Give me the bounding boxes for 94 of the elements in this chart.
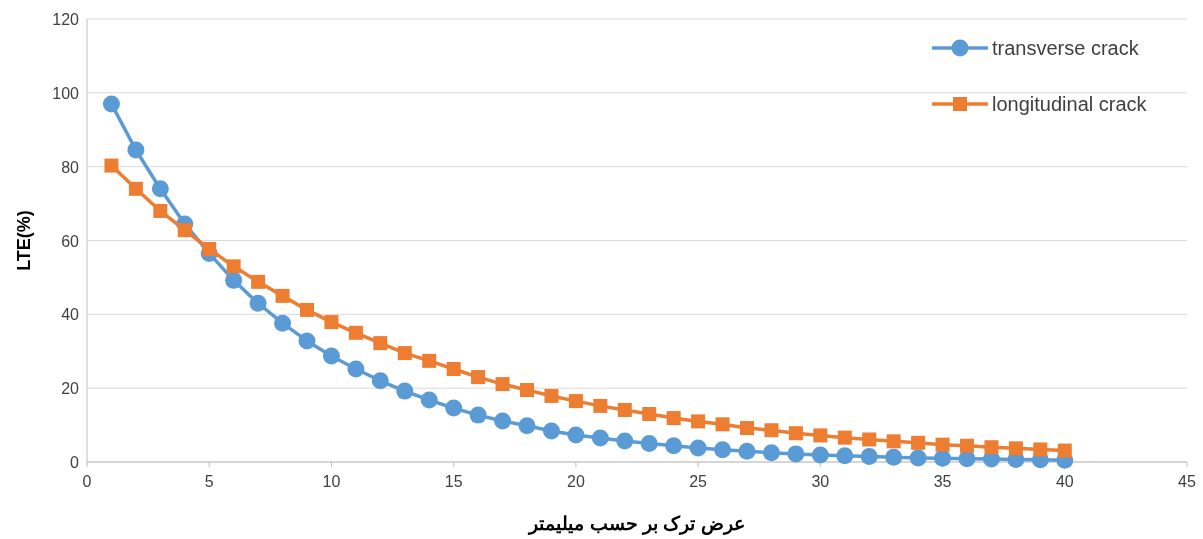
point: [593, 398, 608, 413]
y-tick-label: 0: [70, 454, 80, 471]
point: [837, 430, 852, 445]
point: [494, 412, 512, 430]
y-tick-label: 20: [61, 380, 80, 398]
point: [1033, 442, 1048, 457]
y-tick-label: 40: [61, 306, 80, 324]
point: [689, 439, 707, 457]
x-tick-label: 30: [811, 473, 830, 490]
point: [422, 353, 437, 368]
point: [740, 421, 754, 436]
point: [568, 394, 583, 409]
x-tick-label: 5: [204, 473, 214, 490]
x-tick-label: 45: [1178, 473, 1196, 490]
point: [396, 382, 414, 400]
point: [738, 442, 756, 460]
point: [836, 447, 854, 465]
point: [347, 360, 365, 378]
point: [984, 440, 999, 455]
point: [104, 158, 119, 173]
legend-label: transverse crack: [992, 37, 1140, 59]
point: [471, 370, 486, 385]
point: [811, 446, 829, 464]
point: [640, 435, 658, 453]
y-axis-title: LTE(%): [14, 210, 34, 271]
x-tick-label: 10: [322, 473, 341, 490]
point: [642, 407, 657, 422]
y-tick-label: 100: [52, 84, 80, 102]
point: [714, 441, 732, 459]
point: [591, 429, 609, 447]
point: [544, 388, 559, 403]
point: [373, 336, 388, 351]
point: [813, 428, 828, 443]
point: [445, 399, 463, 417]
x-tick-label: 40: [1055, 473, 1074, 490]
point: [420, 391, 438, 409]
y-tick-label: 80: [61, 158, 80, 176]
point: [249, 294, 267, 312]
point: [542, 422, 560, 440]
legend-label: longitudinal crack: [992, 93, 1148, 115]
point: [909, 449, 927, 467]
point: [226, 259, 241, 274]
x-tick-label: 25: [689, 473, 708, 490]
y-tick-label: 120: [52, 11, 80, 28]
point: [274, 314, 292, 332]
point: [298, 332, 316, 350]
x-tick-label: 20: [566, 473, 585, 490]
point: [960, 438, 974, 453]
point: [127, 141, 145, 159]
point: [787, 445, 805, 463]
y-tick-label: 60: [61, 232, 80, 250]
point: [518, 417, 536, 435]
x-tick-label: 0: [82, 473, 92, 490]
x-axis-title: عرض ترک بر حسب میلیمتر: [527, 513, 745, 535]
point: [1008, 441, 1023, 456]
point: [911, 435, 926, 450]
point: [446, 361, 461, 376]
point: [934, 449, 952, 467]
point: [128, 181, 143, 196]
point: [935, 437, 950, 452]
point: [324, 315, 339, 330]
point: [665, 437, 683, 455]
point: [886, 434, 901, 449]
point: [153, 203, 168, 218]
point: [251, 274, 266, 289]
point: [275, 288, 290, 303]
point: [862, 432, 877, 447]
point: [616, 432, 634, 450]
point: [788, 426, 803, 441]
point: [495, 377, 510, 392]
point: [348, 325, 363, 340]
point: [617, 402, 632, 417]
point: [322, 347, 340, 365]
point: [371, 372, 389, 390]
point: [764, 423, 779, 438]
point: [1057, 443, 1072, 458]
point: [469, 406, 487, 424]
point: [715, 417, 730, 432]
x-tick-label: 35: [933, 473, 952, 490]
point: [885, 448, 903, 466]
point: [762, 444, 780, 462]
point: [102, 95, 120, 113]
point: [860, 447, 878, 465]
point: [691, 414, 706, 429]
x-tick-label: 15: [444, 473, 463, 490]
point: [202, 241, 217, 256]
point: [151, 180, 169, 198]
point: [225, 271, 243, 289]
point: [666, 411, 681, 426]
point: [520, 383, 534, 398]
point: [300, 302, 314, 317]
point: [397, 346, 412, 361]
point: [567, 426, 585, 444]
point: [177, 223, 192, 238]
